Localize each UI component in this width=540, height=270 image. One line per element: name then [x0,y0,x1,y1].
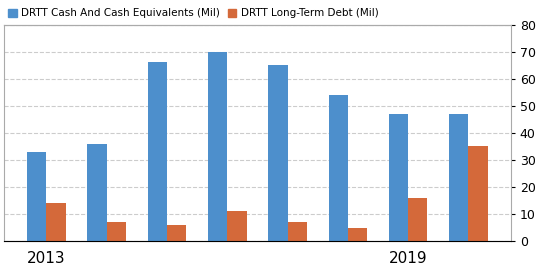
Bar [167,225,186,241]
Legend: DRTT Cash And Cash Equivalents (Mil), DRTT Long-Term Debt (Mil): DRTT Cash And Cash Equivalents (Mil), DR… [4,4,382,22]
Bar [348,228,367,241]
Bar [107,222,126,241]
Bar [408,198,428,241]
Bar [227,211,247,241]
Bar [87,144,107,241]
Bar [46,203,66,241]
Bar [329,95,348,241]
Bar [208,52,227,241]
Bar [449,114,469,241]
Bar [27,152,46,241]
Bar [288,222,307,241]
Bar [389,114,408,241]
Bar [148,62,167,241]
Bar [268,65,288,241]
Bar [469,146,488,241]
